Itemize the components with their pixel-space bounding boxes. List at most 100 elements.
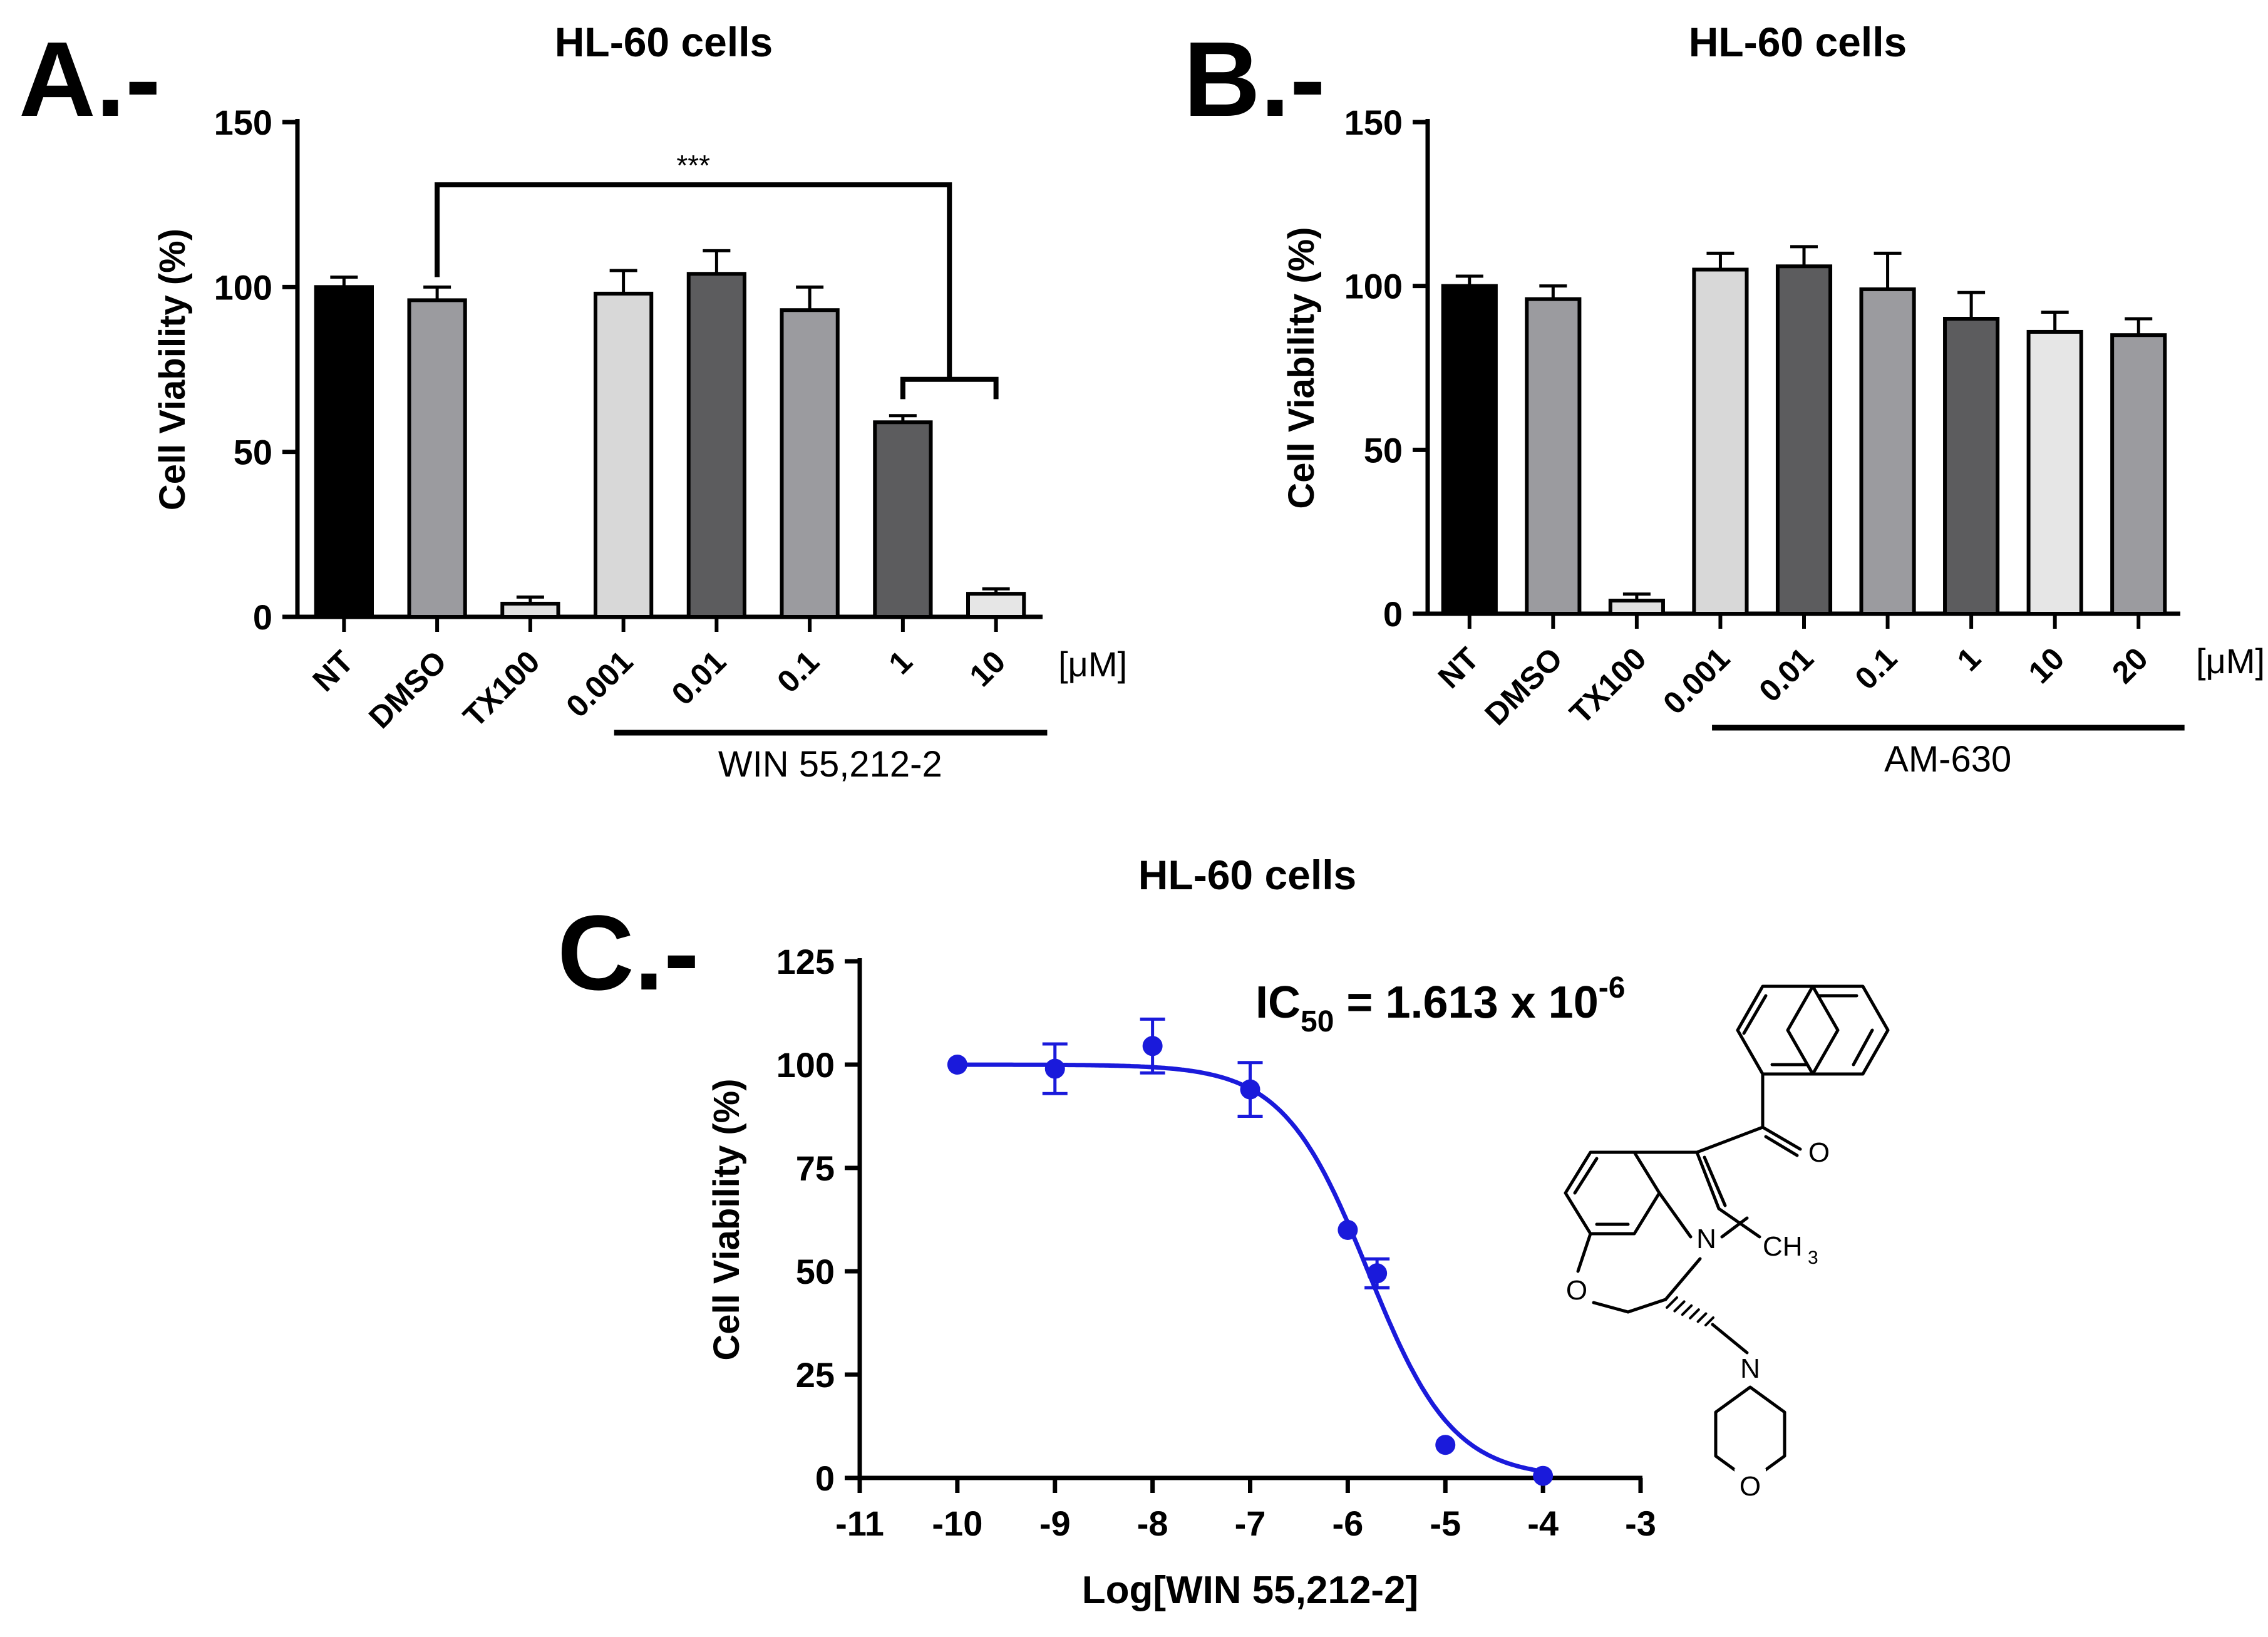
bond xyxy=(1664,1257,1702,1301)
bar xyxy=(1692,267,1749,616)
unit-label: [μM] xyxy=(1058,644,1127,684)
x-tick-label: 0.1 xyxy=(1848,641,1904,696)
bar xyxy=(1775,264,1833,616)
bond xyxy=(1626,1298,1667,1314)
ic50-prefix: IC xyxy=(1255,978,1301,1028)
bond xyxy=(1573,1157,1599,1195)
y-tick-label: 150 xyxy=(1344,103,1403,142)
bond xyxy=(1695,1125,1765,1154)
bar xyxy=(594,291,654,619)
x-tick-label: -6 xyxy=(1332,1504,1363,1543)
win55212-2-structure: O N CH 3 O N O xyxy=(1564,984,1890,1502)
panel-a: A.- HL-60 cells 0 50 100 150 Cell Viability (… xyxy=(19,19,1127,785)
bar xyxy=(2110,333,2167,616)
bond xyxy=(1592,1301,1630,1314)
y-axis-label: Cell Viability (%) xyxy=(152,229,193,510)
bar xyxy=(1525,297,1582,616)
y-tick-label: 25 xyxy=(796,1355,835,1395)
bond xyxy=(1764,1135,1799,1157)
data-point xyxy=(1367,1263,1388,1284)
x-tick-label: -9 xyxy=(1039,1504,1071,1543)
carbonyl-oxygen: O xyxy=(1808,1137,1830,1168)
x-tick-label: -11 xyxy=(835,1504,884,1543)
bond xyxy=(1689,1308,1700,1319)
x-tick-label: DMSO xyxy=(362,644,453,735)
chart-title: HL-60 cells xyxy=(1689,19,1907,65)
x-tick-label: 0.001 xyxy=(559,644,639,724)
panel-c-label: C.- xyxy=(557,894,699,1013)
x-tick-label: 0.001 xyxy=(1656,641,1736,721)
data-point xyxy=(1142,1036,1163,1056)
group-label: AM-630 xyxy=(1884,739,2011,780)
x-tick-label: -10 xyxy=(932,1504,982,1543)
y-tick-label: 100 xyxy=(1344,267,1403,306)
data-point xyxy=(1533,1465,1554,1486)
naphthalene-ring xyxy=(1786,984,1890,1076)
benzene-ring xyxy=(1564,1150,1661,1236)
y-axis-label: Cell Viability (%) xyxy=(1281,227,1322,509)
unit-label: [μM] xyxy=(2196,641,2265,681)
bond xyxy=(1720,1216,1749,1239)
bond xyxy=(1666,1296,1678,1309)
x-tick-label: 20 xyxy=(2105,641,2155,690)
significance-sub-bracket xyxy=(900,376,999,400)
ic50-subscript: 50 xyxy=(1301,1005,1334,1038)
y-tick-label: 75 xyxy=(796,1149,835,1188)
data-point xyxy=(1338,1220,1358,1240)
y-tick-label: 100 xyxy=(776,1045,835,1085)
x-tick-label: 0.01 xyxy=(665,644,733,711)
morpholine-oxygen: O xyxy=(1740,1471,1761,1502)
x-tick-label: 10 xyxy=(2022,641,2071,690)
x-tick-label: 1 xyxy=(882,644,919,681)
bar xyxy=(1943,317,2000,616)
y-tick-label: 0 xyxy=(815,1459,835,1498)
x-tick-label: -4 xyxy=(1527,1504,1559,1543)
bar xyxy=(1608,599,1665,616)
x-tick-label: NT xyxy=(1431,641,1486,695)
data-point xyxy=(1044,1058,1065,1079)
data-point xyxy=(947,1055,967,1075)
ic50-exponent: -6 xyxy=(1599,971,1626,1004)
bond xyxy=(1673,1300,1686,1313)
morpholine-ring xyxy=(1714,1385,1786,1483)
bar xyxy=(1441,284,1498,616)
x-tick-label: TX100 xyxy=(456,644,547,734)
x-axis-label: Log[WIN 55,212-2] xyxy=(1082,1569,1418,1612)
bond xyxy=(1657,1191,1693,1239)
panel-b: B.- HL-60 cells 0 50 100 150 Cell Viability (… xyxy=(1183,19,2265,780)
y-tick-label: 50 xyxy=(234,433,272,472)
bar xyxy=(873,420,933,619)
x-tick-label: -5 xyxy=(1430,1504,1461,1543)
methyl-group: CH xyxy=(1763,1231,1803,1262)
x-tick-label: DMSO xyxy=(1478,641,1569,732)
atom-mask xyxy=(1735,1469,1766,1497)
ring-oxygen: O xyxy=(1566,1275,1587,1306)
bond xyxy=(1742,994,1768,1035)
panel-c: C.- IC50 = 1.613 x 10-6 HL-60 cells02550… xyxy=(557,852,1656,1612)
bar xyxy=(314,285,374,619)
bar xyxy=(686,272,746,619)
data-point xyxy=(1435,1435,1456,1455)
significance-label: *** xyxy=(676,149,710,182)
x-tick-label: -7 xyxy=(1235,1504,1266,1543)
ic50-annotation: IC50 = 1.613 x 10-6 xyxy=(1255,971,1625,1038)
bar xyxy=(407,298,467,619)
bar xyxy=(966,592,1026,619)
ic50-value: = 1.613 x 10 xyxy=(1334,978,1598,1028)
panel-a-label: A.- xyxy=(19,20,161,139)
x-tick-label: 1 xyxy=(1951,641,1987,678)
bond xyxy=(1761,1125,1802,1151)
bar xyxy=(1859,287,1916,616)
methyl-subscript: 3 xyxy=(1808,1247,1818,1268)
bond xyxy=(1576,1232,1592,1273)
bar xyxy=(2026,329,2083,616)
morpholine-nitrogen: N xyxy=(1740,1353,1760,1384)
y-axis-label: Cell Viability (%) xyxy=(706,1078,747,1360)
y-tick-label: 100 xyxy=(214,267,272,307)
y-tick-label: 150 xyxy=(214,103,272,142)
bond xyxy=(1717,1207,1761,1239)
y-tick-label: 0 xyxy=(1383,594,1403,634)
x-tick-label: -3 xyxy=(1625,1504,1656,1543)
x-tick-label: 0.01 xyxy=(1752,641,1820,708)
